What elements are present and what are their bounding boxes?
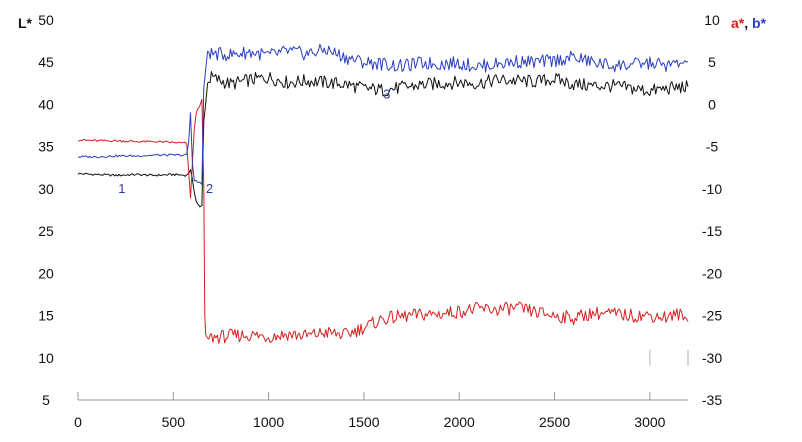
annotation-layer: 1 2 3 [118,87,390,197]
y-left-tick-label: 25 [38,223,54,239]
region-annotation: 2 [206,181,213,196]
series-line [77,71,689,208]
y-left-tick-label: 10 [38,350,54,366]
x-tick-label: 3000 [634,414,665,430]
y-right-tick-label: -20 [702,265,722,281]
y-left-tick-label: 45 [38,54,54,70]
y-left-tick-label: 20 [38,265,54,281]
y-right-tick-label: -30 [702,350,722,366]
region-annotation: 1 [118,181,125,196]
y-right-tick-label: -10 [702,181,722,197]
y-right-tick-label: 5 [708,54,716,70]
x-tick-label: 1000 [253,414,284,430]
x-tick-label: 500 [162,414,186,430]
y-right-tick-label: -5 [706,139,719,155]
y-left-tick-label: 40 [38,96,54,112]
y-left-tick-label: 35 [38,139,54,155]
y-right-tick-label: -35 [702,392,722,408]
y-right-tick-label: -25 [702,308,722,324]
y-right-tick-label: 0 [708,96,716,112]
x-tick-label: 2000 [444,414,475,430]
y-axis-right-label-part: b* [752,15,767,31]
x-tick-label: 1500 [348,414,379,430]
x-tick-label: 0 [74,414,82,430]
y-left-tick-label: 30 [38,181,54,197]
series-line [77,43,689,185]
y-right-tick-label: -15 [702,223,722,239]
series-line [78,98,689,344]
y-right-tick-label: 10 [704,12,720,28]
y-axis-right-label-part: a* [731,15,745,31]
x-tick-label: 2500 [539,414,570,430]
y-left-tick-label: 5 [42,392,50,408]
y-axis-right-label-part: , [744,15,752,31]
y-axis-left-label: L* [18,15,33,31]
y-axis-right-label: a*, b* [731,15,767,31]
series-layer [77,43,689,344]
y-left-tick-label: 50 [38,12,54,28]
tick-layer: 0 500 1000 1500 2000 2500 30005045403530252015… [38,12,722,430]
region-annotation: 3 [383,87,390,102]
y-left-tick-label: 15 [38,308,54,324]
